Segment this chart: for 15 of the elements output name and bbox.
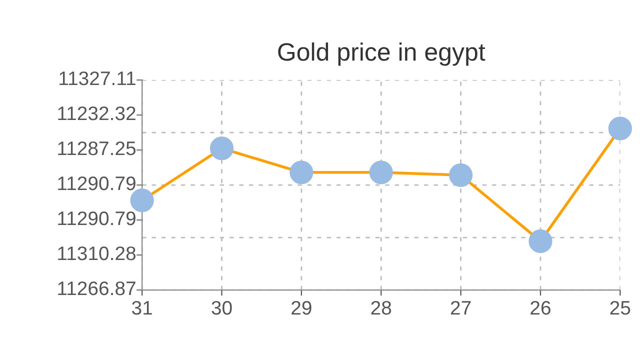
text: 11327.11 — [60, 71, 136, 86]
text: 11310.28 — [58, 246, 136, 260]
x-tick-label: 30 — [212, 300, 232, 315]
text: 11232.32 — [58, 106, 136, 120]
text: 11290.79 — [58, 211, 136, 226]
x-tick-label: 25 — [610, 300, 630, 315]
text: 11290.79 — [58, 176, 136, 190]
x-tick-label: 31 — [132, 300, 152, 315]
chart-title: Gold price in egypt — [278, 42, 486, 66]
text: 11266.87 — [58, 281, 136, 296]
x-tick-label: 29 — [292, 300, 312, 315]
text: 11287.25 — [58, 141, 136, 156]
x-tick-label: 26 — [530, 300, 550, 315]
x-tick-label: 28 — [371, 300, 392, 315]
x-tick-label: 27 — [450, 300, 471, 315]
